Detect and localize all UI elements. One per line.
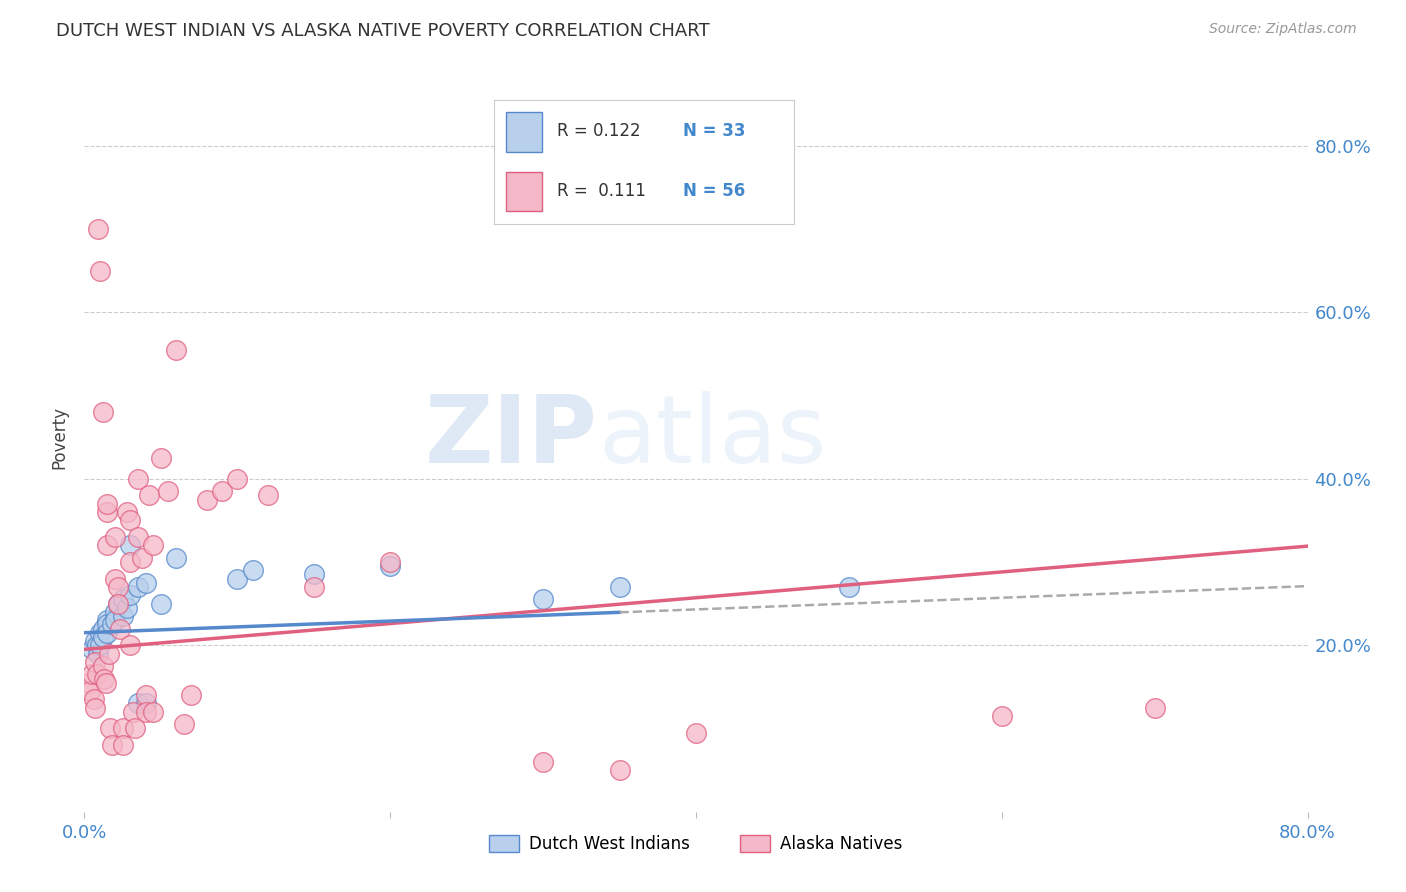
Point [226, 472, 249, 486]
Point [93, 672, 115, 686]
Point [89, 263, 111, 277]
Point [135, 688, 157, 702]
Point [120, 555, 142, 569]
Point [104, 530, 127, 544]
Point [91, 622, 114, 636]
Point [211, 484, 233, 499]
Point [135, 697, 157, 711]
Point [111, 722, 134, 736]
Text: Source: ZipAtlas.com: Source: ZipAtlas.com [1209, 22, 1357, 37]
Point [104, 613, 127, 627]
Point [142, 538, 165, 552]
Point [89, 625, 111, 640]
Point [115, 505, 138, 519]
Point [91, 405, 114, 419]
Point [115, 600, 138, 615]
Point [120, 513, 142, 527]
Point [991, 709, 1014, 723]
Point [120, 638, 142, 652]
Point [127, 472, 149, 486]
Point [142, 705, 165, 719]
Point [94, 675, 117, 690]
Point [157, 484, 180, 499]
Point [120, 538, 142, 552]
Point [609, 580, 631, 594]
Text: atlas: atlas [598, 391, 827, 483]
Point [86, 638, 108, 652]
Point [131, 550, 153, 565]
Point [120, 588, 142, 602]
Point [107, 597, 129, 611]
Point [257, 488, 280, 502]
Point [531, 755, 554, 769]
Point [91, 659, 114, 673]
Point [96, 625, 118, 640]
Point [609, 763, 631, 777]
Point [83, 692, 105, 706]
Point [96, 613, 118, 627]
Point [111, 738, 134, 752]
Point [101, 617, 124, 632]
Point [302, 567, 325, 582]
Point [685, 725, 707, 739]
Point [531, 592, 554, 607]
Point [127, 580, 149, 594]
Point [104, 572, 127, 586]
Text: ZIP: ZIP [425, 391, 598, 483]
Point [107, 597, 129, 611]
Point [86, 667, 108, 681]
Point [124, 722, 146, 736]
Point [96, 538, 118, 552]
Point [242, 563, 264, 577]
Point [77, 675, 100, 690]
Point [84, 655, 107, 669]
Y-axis label: Poverty: Poverty [51, 406, 69, 468]
Point [165, 343, 187, 357]
Point [135, 575, 157, 590]
Point [104, 605, 127, 619]
Point [226, 572, 249, 586]
Point [97, 647, 120, 661]
Point [380, 559, 402, 574]
Point [98, 722, 121, 736]
Point [838, 580, 860, 594]
Text: DUTCH WEST INDIAN VS ALASKA NATIVE POVERTY CORRELATION CHART: DUTCH WEST INDIAN VS ALASKA NATIVE POVER… [56, 22, 710, 40]
Point [127, 697, 149, 711]
Point [302, 580, 325, 594]
Point [195, 492, 218, 507]
Point [1143, 700, 1166, 714]
Point [89, 638, 111, 652]
Point [87, 647, 110, 661]
Point [96, 617, 118, 632]
Point [135, 705, 157, 719]
Point [380, 555, 402, 569]
Point [80, 642, 103, 657]
Point [101, 738, 124, 752]
Point [149, 450, 172, 465]
Point [96, 505, 118, 519]
Point [79, 684, 101, 698]
Point [180, 688, 202, 702]
Point [84, 634, 107, 648]
Point [84, 700, 107, 714]
Point [165, 550, 187, 565]
Point [108, 622, 131, 636]
Point [138, 488, 160, 502]
Legend: Dutch West Indians, Alaska Natives: Dutch West Indians, Alaska Natives [482, 828, 910, 860]
Point [149, 597, 172, 611]
Point [96, 497, 118, 511]
Point [111, 609, 134, 624]
Point [173, 717, 195, 731]
Point [87, 222, 110, 236]
Point [107, 580, 129, 594]
Point [127, 530, 149, 544]
Point [91, 630, 114, 644]
Point [122, 705, 145, 719]
Point [111, 592, 134, 607]
Point [80, 667, 103, 681]
